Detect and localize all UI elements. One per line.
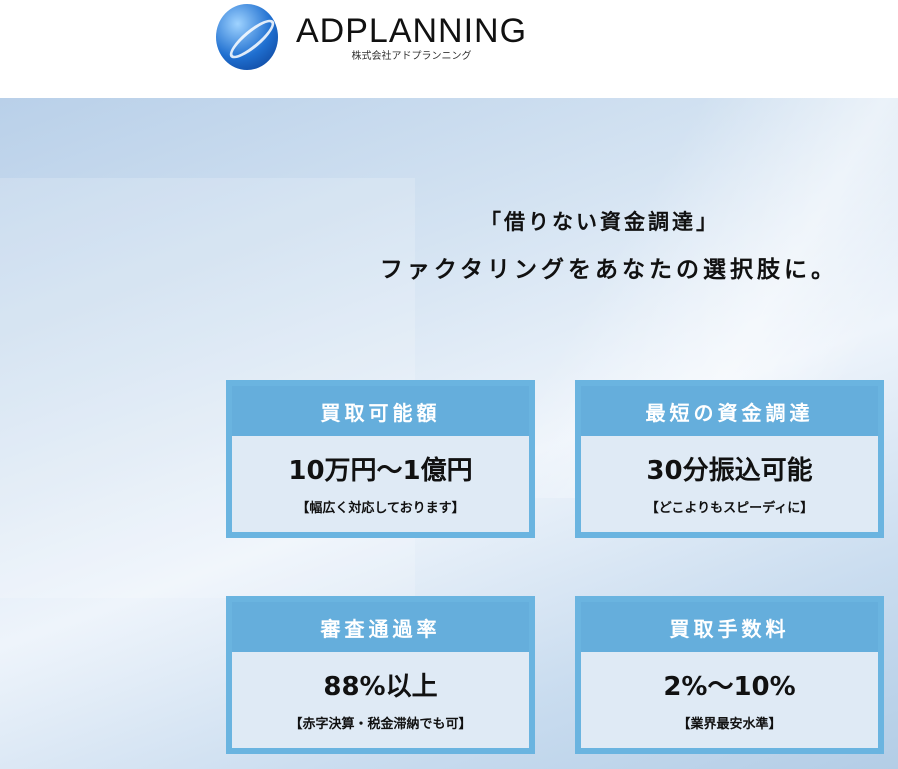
logo[interactable]: ADPLANNING 株式会社アドプランニング [216, 4, 527, 70]
card-note: 【幅広く対応しております】 [296, 501, 465, 516]
card-note: 【業界最安水準】 [677, 717, 782, 732]
feature-card-fastest-funding: 最短の資金調達 30分振込可能【どこよりもスピーディに】 [575, 380, 884, 538]
feature-card-approval-rate: 審査通過率 88%以上【赤字決算・税金滞納でも可】 [226, 596, 535, 754]
globe-logo-icon [216, 4, 278, 70]
brand-subtitle: 株式会社アドプランニング [351, 50, 472, 62]
catchphrase: 「借りない資金調達」 ファクタリングをあなたの選択肢に。 [380, 206, 838, 284]
card-note: 【どこよりもスピーディに】 [645, 501, 814, 516]
card-title: 買取可能額 [232, 386, 529, 436]
hero-section: 「借りない資金調達」 ファクタリングをあなたの選択肢に。 買取可能額 10万円〜… [0, 98, 898, 769]
site-header: ADPLANNING 株式会社アドプランニング [0, 0, 898, 98]
catch-line-2: ファクタリングをあなたの選択肢に。 [379, 257, 838, 283]
card-value: 10万円〜1億円 [288, 456, 473, 486]
card-title: 買取手数料 [581, 602, 878, 652]
card-title: 審査通過率 [232, 602, 529, 652]
card-value: 30分振込可能 [646, 456, 813, 486]
feature-card-fee: 買取手数料 2%〜10% 【業界最安水準】 [575, 596, 884, 754]
card-value: 88%以上 [323, 672, 438, 702]
feature-card-purchase-amount: 買取可能額 10万円〜1億円【幅広く対応しております】 [226, 380, 535, 538]
card-note: 【赤字決算・税金滞納でも可】 [289, 717, 472, 732]
catch-line-1: 「借りない資金調達」 [480, 210, 720, 234]
card-value: 2%〜10% [663, 672, 796, 702]
brand-name: ADPLANNING [296, 11, 528, 50]
card-title: 最短の資金調達 [581, 386, 878, 436]
